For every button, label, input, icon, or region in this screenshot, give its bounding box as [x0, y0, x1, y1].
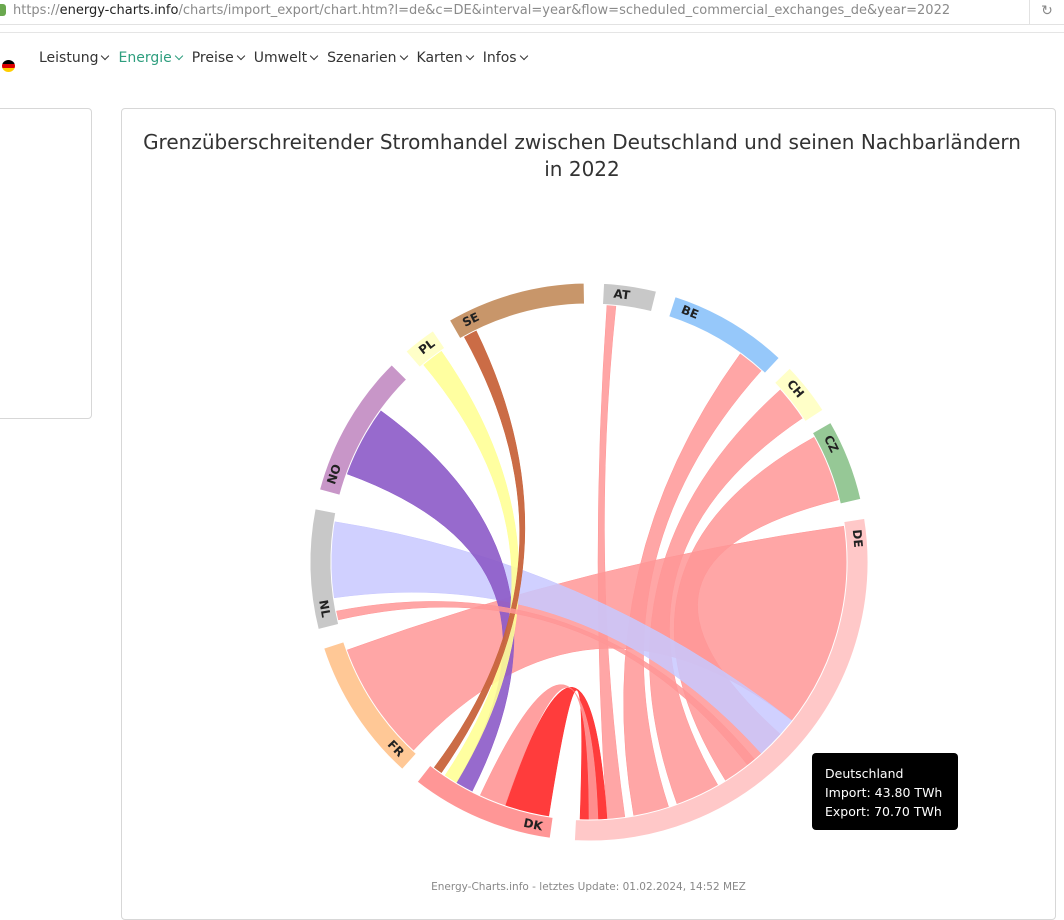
- group-arc-be[interactable]: [668, 296, 780, 375]
- nav-item-karten[interactable]: Karten: [416, 50, 475, 66]
- group-arc-fr[interactable]: [323, 641, 418, 771]
- main-menu: Leistung Energie Preise Umwelt Szenarien Kart…: [39, 50, 537, 66]
- tooltip-export: Export: 70.70 TWh: [825, 804, 942, 819]
- group-arc-pl[interactable]: [405, 330, 446, 368]
- chart-title: Grenzüberschreitender Stromhandel zwisch…: [143, 130, 1021, 181]
- group-arc-no[interactable]: [318, 364, 408, 496]
- footer-update: Energy-Charts.info - letztes Update: 01.…: [431, 881, 746, 893]
- ribbon-at-de[interactable]: [597, 304, 626, 820]
- group-label-no: NO: [324, 462, 344, 486]
- chevron-down-icon: [465, 51, 475, 61]
- tooltip: Deutschland Import: 43.80 TWh Export: 70…: [812, 753, 958, 830]
- group-arc-cz[interactable]: [811, 421, 862, 505]
- nav-item-label: Infos: [482, 50, 517, 66]
- nav-item-label: Leistung: [39, 50, 99, 66]
- chevron-down-icon: [309, 51, 319, 61]
- nav-item-infos[interactable]: Infos: [482, 50, 528, 66]
- chevron-down-icon: [101, 51, 110, 61]
- group-label-se: SE: [460, 310, 481, 330]
- group-arc-de[interactable]: [573, 517, 869, 842]
- group-label-be: BE: [679, 302, 700, 321]
- tooltip-title: Deutschland: [825, 766, 904, 781]
- chevron-down-icon: [399, 51, 408, 61]
- nav-item-label: Karten: [416, 50, 463, 66]
- nav-item-umwelt[interactable]: Umwelt: [253, 50, 319, 66]
- lock-icon: [0, 4, 6, 16]
- nav-item-label: Preise: [191, 50, 234, 66]
- nav-item-energie[interactable]: Energie: [118, 50, 183, 66]
- ribbon-no-dk[interactable]: [346, 410, 515, 793]
- url-text[interactable]: https://energy-charts.info/charts/import…: [13, 3, 951, 18]
- group-arc-at[interactable]: [601, 282, 658, 313]
- nav-item-preise[interactable]: Preise: [191, 50, 246, 66]
- chevron-down-icon: [519, 51, 528, 61]
- german-flag-icon[interactable]: [2, 60, 15, 72]
- nav-item-label: Umwelt: [253, 50, 308, 66]
- address-bar[interactable]: https://energy-charts.info/charts/import…: [0, 0, 1064, 25]
- group-label-de: DE: [850, 529, 866, 548]
- group-label-nl: NL: [316, 599, 333, 619]
- reload-icon[interactable]: ↻: [1029, 0, 1064, 24]
- nav-item-label: Energie: [118, 50, 172, 66]
- nav-item-leistung[interactable]: Leistung: [39, 50, 110, 66]
- tooltip-import: Import: 43.80 TWh: [825, 785, 943, 800]
- group-label-at: AT: [613, 287, 632, 303]
- ribbon-nl-de[interactable]: [330, 521, 793, 755]
- group-arc-ch[interactable]: [773, 367, 824, 423]
- group-arc-dk[interactable]: [416, 764, 554, 839]
- nav-item-szenarien[interactable]: Szenarien: [327, 50, 408, 66]
- nav-item-label: Szenarien: [327, 50, 397, 66]
- group-arc-nl[interactable]: [309, 508, 340, 631]
- side-panel: [0, 108, 92, 419]
- chevron-down-icon: [236, 51, 246, 61]
- group-label-dk: DK: [522, 816, 544, 834]
- chevron-down-icon: [174, 51, 183, 61]
- group-label-cz: CZ: [821, 433, 841, 455]
- group-arc-se[interactable]: [448, 282, 586, 340]
- top-navigation: Leistung Energie Preise Umwelt Szenarien Kart…: [0, 32, 1064, 87]
- chart-panel: Grenzüberschreitender Stromhandel zwisch…: [121, 108, 1056, 920]
